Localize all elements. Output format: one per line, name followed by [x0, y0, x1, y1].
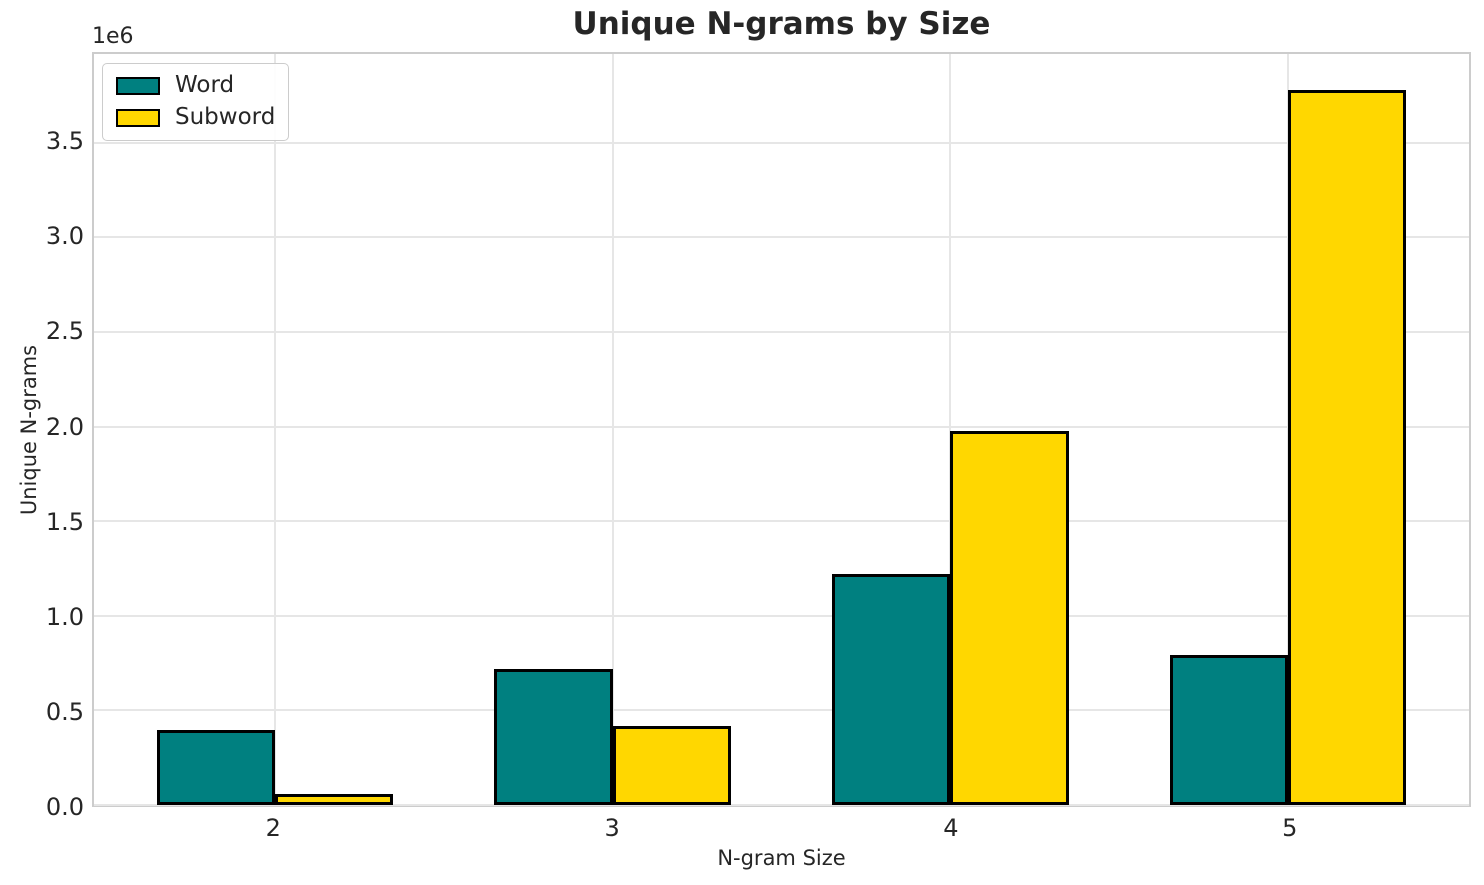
- x-axis-ticks: 2 3 4 5: [92, 814, 1471, 846]
- ytick-label-2.0: 2.0: [45, 412, 84, 441]
- gridline-y-1.5: [94, 520, 1469, 523]
- bar-subword-ngram-3: [612, 725, 731, 805]
- gridline-x-4: [949, 54, 952, 805]
- gridline-y-2.5: [94, 330, 1469, 333]
- xtick-label-4: 4: [943, 814, 959, 842]
- gridline-y-1.0: [94, 614, 1469, 617]
- bar-word-ngram-5: [1170, 654, 1289, 805]
- y-axis-offset-label: 1e6: [92, 24, 134, 49]
- chart-title: Unique N-grams by Size: [572, 6, 991, 42]
- legend-label-word: Word: [175, 72, 235, 98]
- subword-series-swatch: [116, 108, 160, 127]
- bar-word-ngram-4: [832, 574, 951, 805]
- bar-word-ngram-3: [494, 668, 613, 805]
- legend-item-word: Word: [116, 72, 275, 98]
- plot-area: Word Subword: [92, 52, 1471, 807]
- bar-subword-ngram-5: [1288, 89, 1407, 805]
- bar-subword-ngram-2: [274, 793, 393, 805]
- bar-word-ngram-2: [156, 730, 275, 805]
- xtick-label-5: 5: [1282, 814, 1298, 842]
- legend-label-subword: Subword: [175, 104, 276, 131]
- xtick-label-2: 2: [265, 814, 281, 842]
- gridline-y-0.5: [94, 709, 1469, 712]
- gridline-x-3: [611, 54, 614, 805]
- gridline-y-3.0: [94, 236, 1469, 239]
- gridline-x-2: [273, 54, 276, 805]
- ytick-label-3.0: 3.0: [45, 222, 84, 251]
- ytick-label-1.0: 1.0: [45, 602, 84, 631]
- gridline-y-2.0: [94, 425, 1469, 428]
- bar-subword-ngram-4: [950, 431, 1069, 805]
- ytick-label-2.5: 2.5: [45, 317, 84, 346]
- gridline-y-3.5: [94, 141, 1469, 144]
- x-axis-label: N-gram Size: [717, 846, 846, 870]
- ytick-label-3.5: 3.5: [45, 127, 84, 156]
- legend-item-subword: Subword: [116, 104, 276, 131]
- xtick-label-3: 3: [604, 814, 620, 842]
- word-series-swatch: [116, 76, 160, 95]
- ytick-label-1.5: 1.5: [45, 507, 84, 536]
- y-axis-ticks: 0.0 0.5 1.0 1.5 2.0 2.5 3.0 3.5: [0, 52, 84, 821]
- legend: Word Subword: [102, 63, 290, 141]
- ytick-label-0.0: 0.0: [45, 793, 84, 821]
- gridline-y-0.0: [94, 804, 1469, 806]
- ytick-label-0.5: 0.5: [45, 697, 84, 726]
